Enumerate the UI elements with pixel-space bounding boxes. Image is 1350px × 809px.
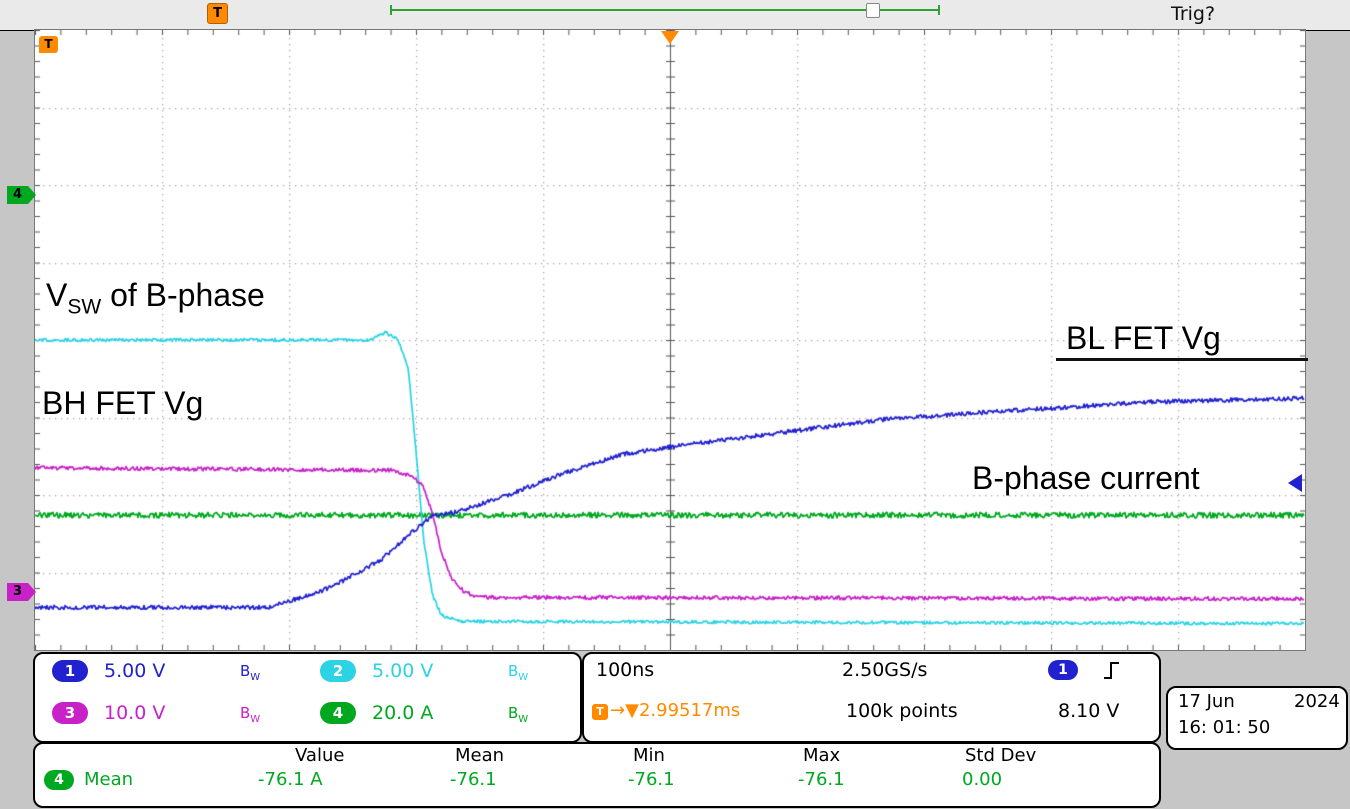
meas-header-mean: Mean: [455, 745, 505, 766]
sample-rate-readout: 2.50GS/s: [842, 659, 928, 681]
trigger-flag-icon: T: [207, 3, 228, 24]
datetime-box: [1166, 686, 1348, 750]
annotation-vsw: VSW of B-phase: [46, 277, 265, 319]
trigger-status-label: Trig?: [1171, 3, 1216, 25]
date-readout: 17 Jun: [1178, 691, 1235, 712]
measurement-box: [33, 742, 1161, 808]
annotation-b-phase-current: B-phase current: [972, 460, 1200, 496]
meas-max: -76.1: [798, 769, 845, 790]
meas-min: -76.1: [628, 769, 675, 790]
bw-sub: W: [518, 714, 529, 725]
trigger-arrows-icon: →▼: [610, 700, 639, 721]
meas-header-min: Min: [633, 745, 665, 766]
year-readout: 2024: [1294, 691, 1340, 712]
bw-main: B: [240, 704, 251, 722]
channel-4-bandwidth-icon: BW: [508, 704, 528, 725]
timebase-readout: 100ns: [596, 659, 655, 681]
channel-3-badge: 3: [52, 702, 88, 724]
trigger-position-value: 2.99517ms: [638, 700, 741, 721]
meas-value: -76.1 A: [258, 769, 323, 790]
channel-2-badge: 2: [320, 660, 356, 682]
meas-header-value: Value: [295, 745, 345, 766]
bw-sub: W: [250, 672, 261, 683]
meas-label: Mean: [84, 769, 134, 790]
channel-3-marker: 3: [7, 583, 36, 601]
meas-stddev: 0.00: [962, 769, 1003, 790]
channel-1-bandwidth-icon: BW: [240, 662, 260, 683]
trigger-slope-icon: [1104, 662, 1119, 679]
channel-2-bandwidth-icon: BW: [508, 662, 528, 683]
channel-4-scale: 20.0 A: [372, 702, 434, 724]
trigger-level-readout: 8.10 V: [1058, 700, 1120, 722]
channel-1-badge: 1: [52, 660, 88, 682]
channel-4-marker: 4: [7, 186, 36, 204]
meas-mean: -76.1: [450, 769, 497, 790]
channel-3-bandwidth-icon: BW: [240, 704, 260, 725]
annotation-bl-underline: [1056, 358, 1308, 361]
annotation-bl-fet-vg: BL FET Vg: [1066, 320, 1221, 356]
top-status-bar: T Trig?: [0, 0, 1350, 31]
bw-main: B: [508, 704, 519, 722]
time-readout: 16: 01: 50: [1178, 717, 1271, 738]
bw-main: B: [508, 662, 519, 680]
bw-sub: W: [518, 672, 529, 683]
trigger-position-readout: T →▼2.99517ms: [592, 700, 740, 721]
bw-sub: W: [250, 714, 261, 725]
meas-channel-badge: 4: [44, 770, 74, 790]
meas-header-stddev: Std Dev: [965, 745, 1037, 766]
channel-4-badge: 4: [320, 702, 356, 724]
trigger-t-badge-icon: T: [592, 704, 608, 720]
channel-1-scale: 5.00 V: [104, 660, 166, 682]
record-length-readout: 100k points: [846, 700, 958, 722]
annotation-vsw-main: V: [46, 277, 68, 313]
bw-main: B: [240, 662, 251, 680]
waveform-display: [34, 29, 1306, 651]
channel-3-scale: 10.0 V: [104, 702, 166, 724]
trigger-source-badge: 1: [1048, 660, 1078, 680]
annotation-vsw-sub: SW: [67, 295, 102, 319]
meas-header-max: Max: [803, 745, 841, 766]
channel-1-level-arrow-icon: [1288, 474, 1302, 492]
annotation-bh-fet-vg: BH FET Vg: [42, 385, 204, 421]
trigger-position-icon: [661, 31, 679, 44]
trigger-time-flag-icon: T: [39, 36, 58, 53]
zoom-position-marker-icon: [866, 3, 880, 18]
acquisition-preview-line: [390, 5, 940, 15]
annotation-vsw-rest: of B-phase: [101, 277, 265, 313]
channel-2-scale: 5.00 V: [372, 660, 434, 682]
